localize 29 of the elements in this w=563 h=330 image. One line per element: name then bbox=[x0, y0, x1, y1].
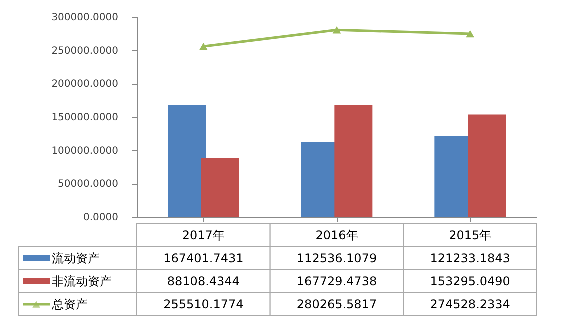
text: 153295.0490 bbox=[430, 274, 510, 288]
text: 274528.2334 bbox=[430, 298, 510, 312]
x-tick-label: 2017年 bbox=[182, 228, 225, 242]
y-tick-label: 300000.0000 bbox=[52, 12, 118, 24]
y-tick-label: 0.0000 bbox=[84, 212, 118, 224]
text: 167401.7431 bbox=[164, 252, 244, 266]
legend-label: 非流动资产 bbox=[52, 274, 112, 288]
y-tick-label: 250000.0000 bbox=[52, 46, 118, 57]
text: 88108.4344 bbox=[167, 274, 240, 288]
text: 121233.1843 bbox=[430, 252, 510, 266]
text: 112536.1079 bbox=[296, 252, 378, 266]
y-tick-label: 50000.0000 bbox=[58, 179, 118, 190]
point bbox=[199, 43, 208, 50]
bar bbox=[201, 158, 240, 217]
bar bbox=[168, 105, 206, 217]
x-tick-label: 2016年 bbox=[316, 228, 358, 242]
legend-label: 总资产 bbox=[51, 298, 88, 312]
bar bbox=[468, 114, 506, 217]
y-tick-label: 200000.0000 bbox=[52, 79, 118, 90]
y-tick-label: 100000.0000 bbox=[52, 146, 118, 157]
y-tick-label: 150000.0000 bbox=[52, 112, 118, 124]
legend-label: 流动资产 bbox=[52, 252, 100, 266]
point bbox=[466, 30, 475, 38]
point bbox=[332, 26, 342, 34]
x-tick-label: 2015年 bbox=[449, 228, 492, 242]
bar bbox=[334, 105, 373, 217]
text: 167729.4738 bbox=[296, 274, 378, 288]
text: 255510.1774 bbox=[164, 298, 244, 312]
text: 280265.5817 bbox=[296, 298, 378, 312]
